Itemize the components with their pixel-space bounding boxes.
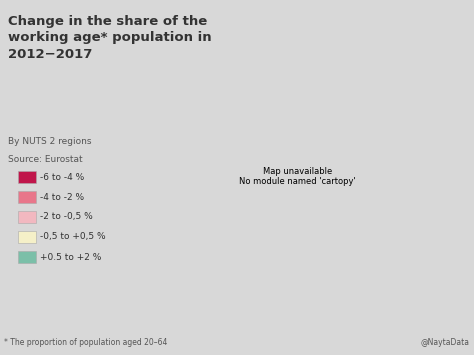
- Bar: [18, 191, 36, 203]
- Bar: [18, 171, 36, 183]
- Text: -4 to -2 %: -4 to -2 %: [40, 192, 84, 202]
- Text: -0,5 to +0,5 %: -0,5 to +0,5 %: [40, 233, 106, 241]
- Text: Source: Eurostat: Source: Eurostat: [8, 155, 82, 164]
- Text: -6 to -4 %: -6 to -4 %: [40, 173, 84, 181]
- Text: * The proportion of population aged 20–64: * The proportion of population aged 20–6…: [4, 338, 167, 347]
- Bar: [18, 251, 36, 263]
- Text: -2 to -0,5 %: -2 to -0,5 %: [40, 213, 93, 222]
- Text: +0.5 to +2 %: +0.5 to +2 %: [40, 252, 101, 262]
- Text: @NaytaData: @NaytaData: [421, 338, 470, 347]
- Text: By NUTS 2 regions: By NUTS 2 regions: [8, 137, 91, 146]
- Bar: [18, 231, 36, 243]
- Text: Change in the share of the
working age* population in
2012−2017: Change in the share of the working age* …: [8, 15, 211, 61]
- Bar: [18, 211, 36, 223]
- Text: Map unavailable
No module named 'cartopy': Map unavailable No module named 'cartopy…: [239, 167, 356, 186]
